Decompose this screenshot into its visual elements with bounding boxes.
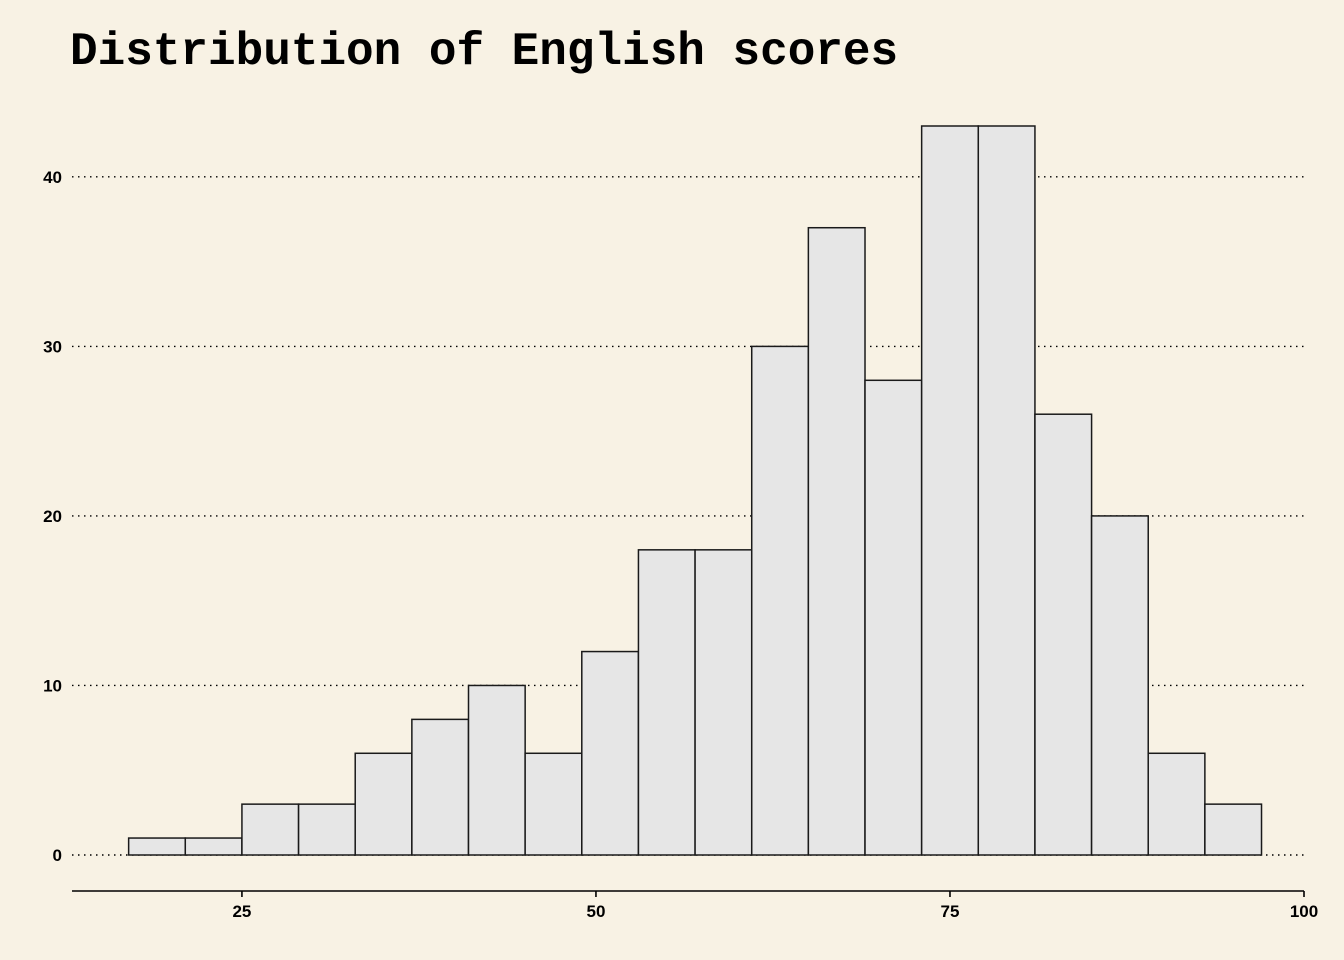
histogram-bar bbox=[241, 803, 300, 856]
histogram-bar bbox=[127, 837, 187, 856]
histogram-bar bbox=[1204, 803, 1263, 856]
histogram-bar bbox=[694, 549, 753, 856]
histogram-bar bbox=[411, 718, 470, 856]
histogram-bar bbox=[297, 803, 356, 856]
histogram-bar bbox=[1147, 752, 1206, 856]
histogram-bar bbox=[1034, 413, 1093, 856]
histogram-bar bbox=[750, 345, 810, 856]
histogram-bar bbox=[581, 650, 640, 856]
x-tick-label-100: 100 bbox=[1290, 902, 1318, 921]
histogram-bar bbox=[807, 226, 866, 856]
x-tick-label-25: 25 bbox=[232, 902, 251, 921]
y-tick-label-0: 0 bbox=[53, 846, 62, 865]
histogram-bars bbox=[127, 125, 1263, 856]
y-tick-label-30: 30 bbox=[43, 337, 62, 356]
histogram-bar bbox=[354, 752, 413, 856]
y-tick-label-10: 10 bbox=[43, 676, 62, 695]
histogram-bar bbox=[637, 549, 696, 856]
histogram-bar bbox=[467, 684, 526, 856]
histogram-bar bbox=[920, 125, 980, 856]
chart-title: Distribution of English scores bbox=[70, 26, 899, 78]
x-tick-label-50: 50 bbox=[586, 902, 605, 921]
histogram-bar bbox=[977, 125, 1036, 856]
y-tick-label-20: 20 bbox=[43, 507, 62, 526]
x-axis: 25 50 75 100 bbox=[72, 890, 1318, 921]
histogram-bar bbox=[184, 837, 243, 856]
y-axis-ticks: 0 10 20 30 40 bbox=[43, 168, 62, 865]
histogram-bar bbox=[864, 379, 923, 856]
y-tick-label-40: 40 bbox=[43, 168, 62, 187]
histogram-bar bbox=[1090, 515, 1149, 856]
histogram-bar bbox=[524, 752, 583, 856]
x-tick-label-75: 75 bbox=[941, 902, 960, 921]
